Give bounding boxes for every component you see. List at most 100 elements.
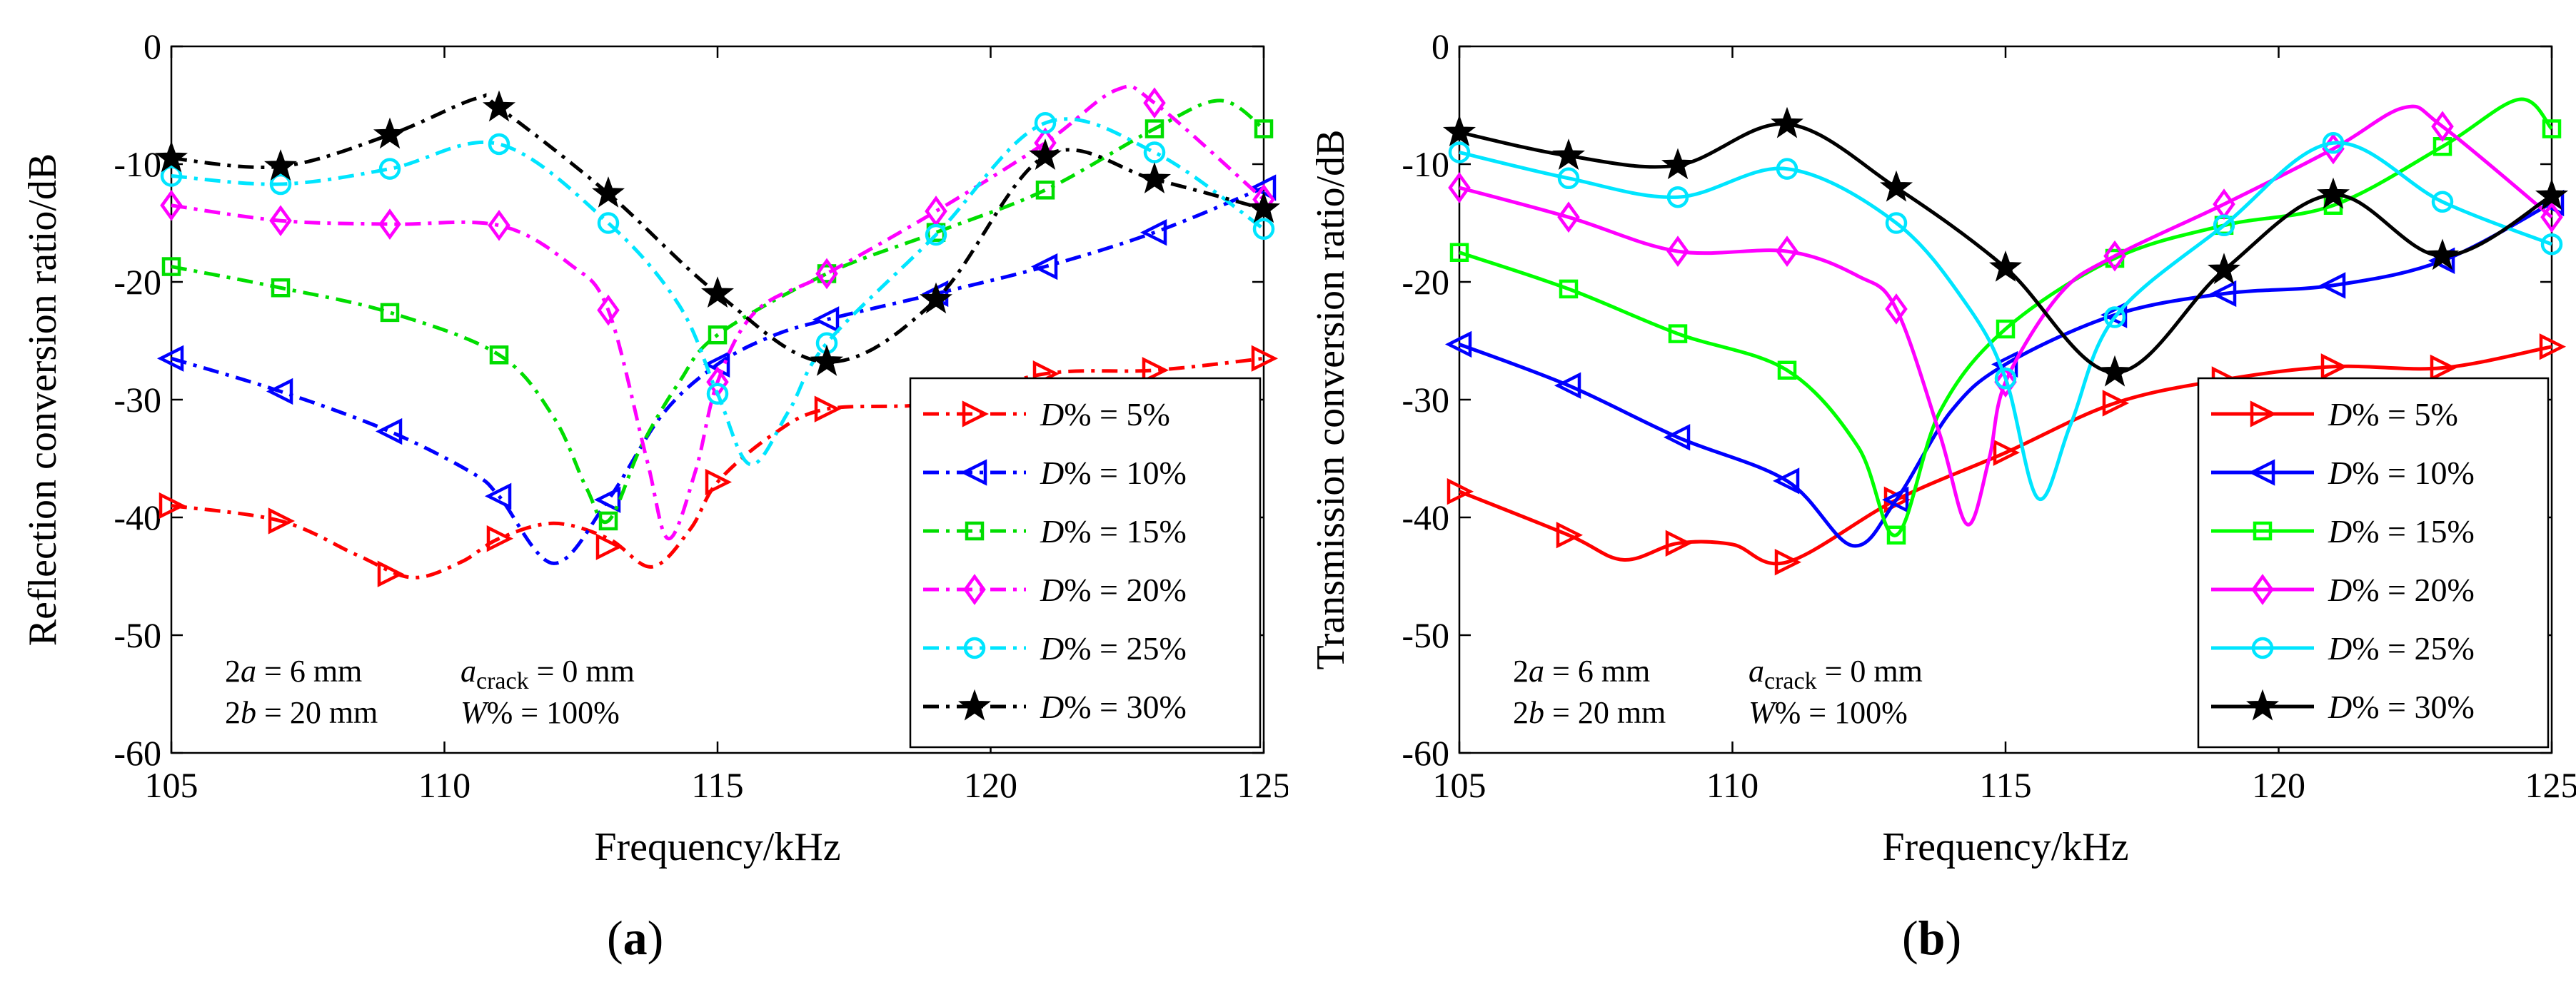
data-point — [266, 378, 293, 405]
data-point — [2318, 272, 2346, 299]
data-point — [1771, 106, 1803, 138]
legend-label: D% = 15% — [1040, 513, 1187, 550]
series-line — [1459, 104, 2553, 527]
series-line — [171, 117, 1265, 467]
text-part: = 0 mm — [1817, 654, 1923, 689]
text-part: 2 — [225, 654, 241, 689]
annotation-line: 2b = 20 mm — [225, 695, 378, 730]
text-part: 2 — [1513, 654, 1529, 689]
data-point — [1774, 549, 1802, 576]
data-point — [814, 395, 842, 422]
data-point — [2322, 132, 2345, 154]
series-4 — [160, 112, 1275, 467]
legend-box — [909, 377, 1262, 749]
legend-marker — [965, 521, 985, 541]
data-point — [701, 276, 734, 308]
text-part: b — [241, 695, 256, 730]
data-point — [484, 482, 512, 510]
text-part: = 20 mm — [1544, 695, 1666, 730]
data-point — [1665, 530, 1693, 557]
data-point — [2103, 306, 2126, 328]
text-part: 2 — [225, 695, 241, 730]
legend-label: D% = 15% — [2328, 513, 2475, 550]
data-point — [269, 173, 292, 196]
data-point — [1137, 162, 1172, 193]
transmission-chart: 105 110 115 120 125 0 -10 -20 -30 -40 -50 -60 Freque… — [1309, 26, 2576, 869]
y-tick-label: -40 — [1402, 497, 1449, 537]
data-point — [2098, 355, 2132, 387]
legend-text: % = 15% — [1064, 513, 1187, 550]
series-5 — [154, 90, 1280, 376]
legend-marker — [2248, 459, 2275, 486]
data-point — [1885, 212, 1908, 234]
text-part: W — [461, 695, 489, 730]
series-line — [1459, 97, 2553, 537]
data-point — [373, 117, 407, 149]
data-point — [2431, 191, 2454, 213]
y-tick-label: -40 — [114, 497, 161, 537]
data-point — [1444, 330, 1472, 358]
data-point — [815, 258, 838, 290]
data-point — [1447, 478, 1474, 505]
legend-label: D% = 20% — [2328, 572, 2475, 608]
data-point — [1254, 119, 1274, 138]
x-tick-label: 120 — [2252, 765, 2305, 805]
data-point — [597, 294, 620, 326]
text-part: a — [1529, 654, 1544, 689]
data-point — [591, 176, 625, 208]
data-point — [2213, 214, 2235, 237]
annotation-line: W% = 100% — [461, 695, 620, 730]
data-point — [1993, 439, 2021, 466]
legend-text: % = 15% — [2352, 513, 2475, 550]
legend-var: D — [1040, 455, 1064, 491]
y-axis-label: Reflection conversion ratio/dB — [21, 153, 65, 646]
legend-text: % = 10% — [2352, 455, 2475, 491]
legend-label: D% = 5% — [1040, 396, 1170, 432]
legend-text: % = 20% — [1064, 572, 1187, 608]
text-part: crack — [1764, 668, 1817, 694]
data-point — [1661, 148, 1695, 180]
data-point — [1142, 357, 1169, 384]
x-tick-label: 105 — [1433, 765, 1486, 805]
legend-var: D — [1040, 689, 1064, 725]
y-tick-label: -20 — [1402, 262, 1449, 302]
text-part: crack — [476, 668, 529, 694]
x-tick-label: 115 — [1979, 765, 2031, 805]
data-point — [593, 486, 621, 513]
y-tick-label: 0 — [144, 26, 161, 66]
legend-var: D — [2328, 572, 2352, 608]
data-point — [1668, 324, 1688, 343]
y-tick-label: -60 — [114, 733, 161, 773]
text-part: a — [1749, 654, 1764, 689]
data-point — [156, 345, 184, 372]
y-tick-label: -10 — [1402, 144, 1449, 184]
data-point — [2317, 177, 2350, 209]
data-point — [160, 165, 183, 187]
data-point — [486, 525, 514, 552]
text-part: = 0 mm — [529, 654, 635, 689]
legend-text: % = 5% — [1064, 396, 1170, 432]
legend-label: D% = 20% — [1040, 572, 1187, 608]
legend-label: D% = 30% — [1040, 689, 1187, 725]
data-point — [1554, 372, 1581, 399]
annotation-line: 2a = 6 mm — [225, 654, 362, 689]
text-part: % = 100% — [487, 695, 620, 730]
legend-marker — [2250, 400, 2278, 427]
x-tick-label: 125 — [1237, 765, 1289, 805]
data-point — [1251, 345, 1279, 372]
data-point — [1772, 467, 1800, 495]
legend-var: D — [1040, 513, 1064, 550]
legend-marker — [962, 400, 990, 427]
text-part: = 6 mm — [256, 654, 362, 689]
data-point — [488, 133, 510, 156]
x-axis-label: Frequency/kHz — [1882, 825, 2128, 869]
legend-box — [2197, 377, 2550, 749]
data-point — [1252, 218, 1275, 240]
reflection-chart: 105 110 115 120 125 0 -10 -20 -30 -40 -50 -60 Freque… — [21, 26, 1289, 869]
data-point — [2540, 233, 2563, 255]
data-point — [1139, 219, 1167, 246]
data-point — [2535, 178, 2569, 211]
series-line — [171, 93, 1264, 364]
data-point — [268, 507, 296, 535]
legend-text: % = 30% — [2352, 689, 2475, 725]
